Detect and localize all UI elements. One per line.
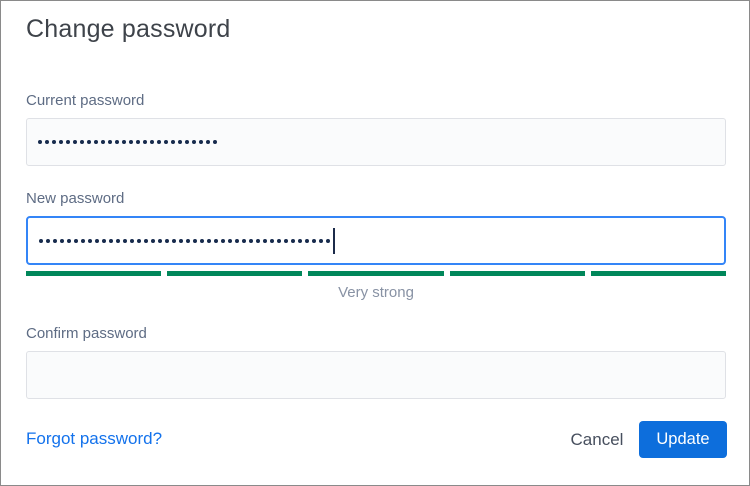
password-dot bbox=[277, 238, 281, 243]
strength-segment bbox=[308, 271, 444, 276]
password-dot bbox=[95, 238, 99, 243]
password-dot bbox=[199, 140, 203, 144]
forgot-password-link[interactable]: Forgot password? bbox=[26, 429, 163, 448]
password-dot bbox=[165, 238, 169, 243]
password-dot bbox=[185, 140, 189, 144]
password-dot bbox=[137, 238, 141, 243]
password-dot bbox=[80, 140, 84, 144]
password-dot bbox=[102, 238, 106, 243]
password-dot bbox=[312, 238, 316, 243]
cancel-button[interactable]: Cancel bbox=[557, 421, 637, 458]
password-dot bbox=[298, 238, 302, 243]
password-dot bbox=[115, 140, 119, 144]
password-dot bbox=[284, 238, 288, 243]
strength-segment bbox=[26, 271, 162, 276]
new-password-label: New password bbox=[26, 190, 125, 207]
page-title: Change password bbox=[26, 15, 231, 43]
strength-meter bbox=[26, 271, 727, 276]
strength-segment bbox=[167, 271, 303, 276]
password-dot bbox=[249, 238, 253, 243]
password-dot bbox=[88, 238, 92, 243]
password-dot bbox=[200, 238, 204, 243]
password-dot bbox=[108, 140, 112, 144]
password-dot bbox=[67, 238, 71, 243]
password-dot bbox=[172, 238, 176, 243]
strength-segment bbox=[590, 271, 727, 276]
password-dot bbox=[74, 238, 78, 243]
password-dot bbox=[242, 238, 246, 243]
password-dot bbox=[66, 140, 70, 144]
password-dot bbox=[179, 238, 183, 243]
password-dot bbox=[256, 238, 260, 243]
confirm-password-label: Confirm password bbox=[26, 325, 147, 342]
password-dot bbox=[38, 140, 42, 144]
password-dot bbox=[143, 140, 147, 144]
password-dot bbox=[305, 238, 309, 243]
password-dot bbox=[171, 140, 175, 144]
password-dot bbox=[207, 238, 211, 243]
password-dot bbox=[206, 140, 210, 144]
password-dot bbox=[221, 238, 225, 243]
password-dot bbox=[178, 140, 182, 144]
password-dot bbox=[53, 238, 57, 243]
strength-label: Very strong bbox=[338, 284, 414, 301]
password-dot bbox=[213, 140, 217, 144]
password-dot bbox=[39, 238, 43, 243]
password-dot bbox=[59, 140, 63, 144]
password-dot bbox=[52, 140, 56, 144]
password-dot bbox=[157, 140, 161, 144]
password-dot bbox=[228, 238, 232, 243]
password-dot bbox=[73, 140, 77, 144]
password-dot bbox=[144, 238, 148, 243]
password-dot bbox=[60, 238, 64, 243]
password-dot bbox=[136, 140, 140, 144]
password-dot bbox=[164, 140, 168, 144]
confirm-password-input[interactable] bbox=[26, 351, 726, 399]
new-password-masked-value bbox=[39, 238, 330, 243]
password-dot bbox=[122, 140, 126, 144]
password-dot bbox=[87, 140, 91, 144]
strength-segment bbox=[449, 271, 585, 276]
password-dot bbox=[129, 140, 133, 144]
password-dot bbox=[81, 238, 85, 243]
password-dot bbox=[326, 238, 330, 243]
password-dot bbox=[151, 238, 155, 243]
password-dot bbox=[319, 238, 323, 243]
text-cursor bbox=[333, 227, 335, 254]
password-dot bbox=[193, 238, 197, 243]
password-dot bbox=[94, 140, 98, 144]
password-dot bbox=[116, 238, 120, 243]
password-dot bbox=[186, 238, 190, 243]
password-dot bbox=[101, 140, 105, 144]
password-dot bbox=[150, 140, 154, 144]
current-password-label: Current password bbox=[26, 92, 145, 109]
password-dot bbox=[192, 140, 196, 144]
current-password-input[interactable] bbox=[26, 118, 726, 166]
password-dot bbox=[109, 238, 113, 243]
current-password-masked-value bbox=[38, 140, 217, 144]
password-dot bbox=[235, 238, 239, 243]
password-dot bbox=[291, 238, 295, 243]
password-dot bbox=[263, 238, 267, 243]
password-dot bbox=[45, 140, 49, 144]
password-dot bbox=[130, 238, 134, 243]
password-dot bbox=[270, 238, 274, 243]
update-button[interactable]: Update bbox=[639, 421, 727, 458]
password-dot bbox=[46, 238, 50, 243]
password-dot bbox=[123, 238, 127, 243]
password-dot bbox=[158, 238, 162, 243]
new-password-input[interactable] bbox=[26, 216, 726, 265]
password-dot bbox=[214, 238, 218, 243]
